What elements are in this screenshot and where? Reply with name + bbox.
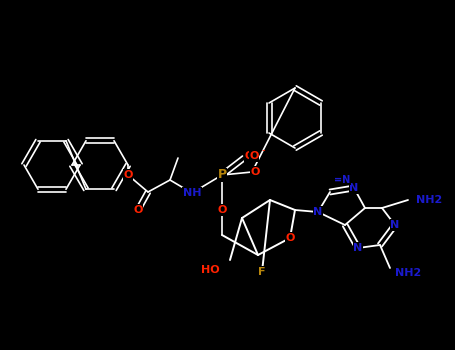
- Text: NH: NH: [183, 188, 201, 198]
- Text: P: P: [217, 168, 227, 182]
- Text: O: O: [250, 167, 260, 177]
- Text: NH2: NH2: [395, 268, 421, 278]
- Text: NH2: NH2: [416, 195, 442, 205]
- Text: O: O: [244, 151, 254, 161]
- Text: O: O: [285, 233, 295, 243]
- Text: O: O: [123, 170, 133, 180]
- Text: N: N: [354, 243, 363, 253]
- Text: N: N: [390, 220, 399, 230]
- Text: -: -: [261, 145, 265, 155]
- Text: O: O: [217, 205, 227, 215]
- Text: O: O: [133, 205, 143, 215]
- Text: N: N: [313, 207, 323, 217]
- Text: N: N: [349, 183, 359, 193]
- Text: HO: HO: [201, 265, 219, 275]
- Text: F: F: [258, 267, 266, 277]
- Text: =N: =N: [334, 175, 350, 185]
- Text: O: O: [249, 151, 259, 161]
